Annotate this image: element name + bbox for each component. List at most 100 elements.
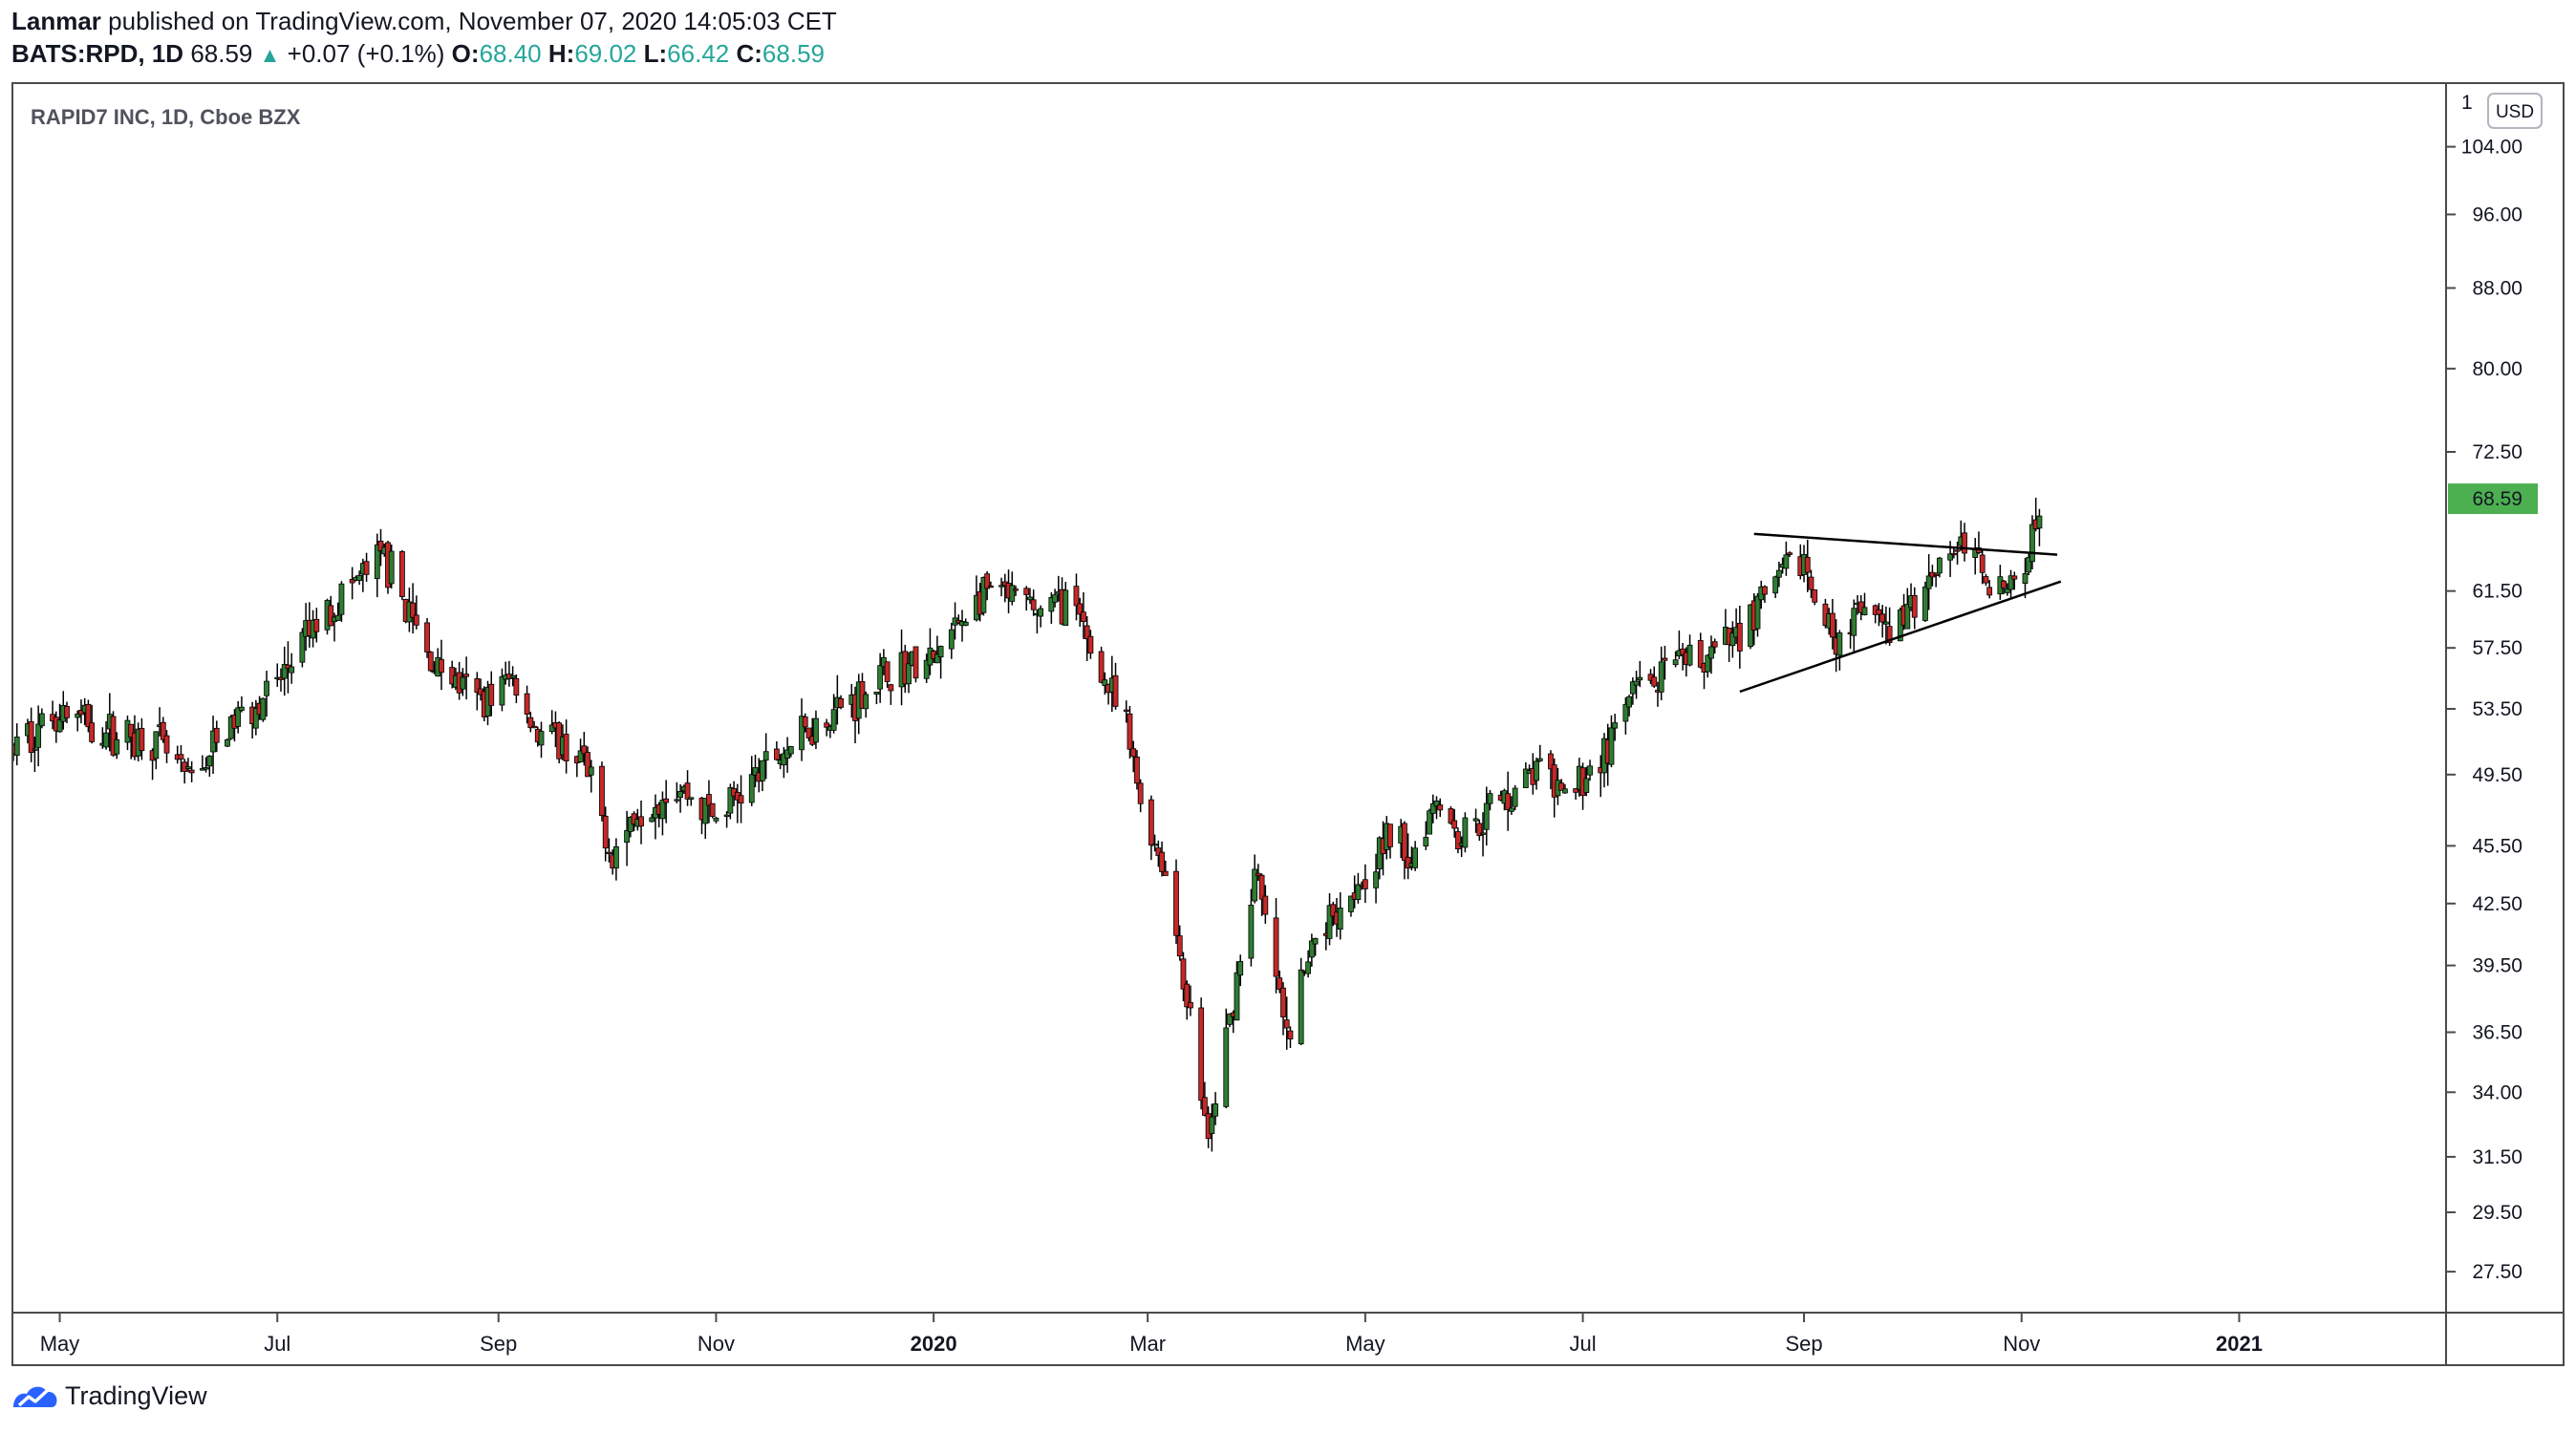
candle-up xyxy=(1672,659,1679,666)
candle-down xyxy=(1573,788,1579,793)
candle-up xyxy=(1754,595,1761,630)
candle-up xyxy=(225,738,230,747)
candle-up xyxy=(727,787,734,814)
candle-down xyxy=(1830,612,1835,638)
candle-up xyxy=(1904,604,1911,630)
candle-down xyxy=(1911,594,1918,618)
candle-down xyxy=(474,678,481,694)
candle-up xyxy=(1223,1027,1230,1107)
candle-up xyxy=(1472,818,1479,822)
candle-up xyxy=(460,676,466,690)
candle-up xyxy=(1608,727,1615,765)
candle-down xyxy=(1762,586,1768,595)
candle-up xyxy=(1312,937,1319,945)
candle-down xyxy=(884,661,891,682)
published-text: published on TradingView.com, November 0… xyxy=(108,7,837,35)
candle-up xyxy=(1509,807,1514,812)
candle-up xyxy=(1063,589,1069,627)
currency-badge[interactable]: USD xyxy=(2487,93,2543,129)
candle-down xyxy=(599,765,605,816)
brand-text: TradingView xyxy=(65,1381,207,1410)
candle-down xyxy=(427,652,434,672)
candle-up xyxy=(299,631,306,663)
candle-down xyxy=(1451,820,1458,829)
candle-up xyxy=(35,723,42,748)
candle-up xyxy=(1305,961,1312,974)
candle-up xyxy=(239,706,245,712)
chart-frame[interactable]: RAPID7 INC, 1D, Cboe BZX 104.00 96.00 88.0… xyxy=(11,82,2565,1366)
price-tick-label: 27.50 xyxy=(2472,1261,2522,1283)
candle-up xyxy=(1427,810,1432,835)
candle-up xyxy=(577,750,584,762)
candle-down xyxy=(1979,554,1986,573)
price-tick-label: 1 xyxy=(2461,92,2473,114)
price-tick-label: 29.50 xyxy=(2472,1202,2522,1224)
candle-down xyxy=(399,550,405,597)
candle-down xyxy=(513,677,520,696)
candle-up xyxy=(206,755,213,767)
candle-down xyxy=(1437,804,1444,811)
candle-up xyxy=(748,774,755,803)
price-tick-label: 31.50 xyxy=(2472,1146,2522,1168)
price-tick-label: 39.50 xyxy=(2472,955,2522,977)
candle-up xyxy=(2004,588,2010,593)
candle-up xyxy=(781,753,787,766)
candle-up xyxy=(1483,802,1490,830)
footer-brand[interactable]: TradingView xyxy=(11,1381,207,1411)
publisher-name[interactable]: Lanmar xyxy=(11,7,101,35)
price-axis[interactable]: 104.00 96.00 88.00 80.00 72.50 61.50 57.50 53.5… xyxy=(2446,92,2522,1283)
price-tick-label: 72.50 xyxy=(2472,441,2522,463)
candle-up xyxy=(1776,569,1782,578)
candle-up xyxy=(1583,778,1590,794)
candle-down xyxy=(1030,599,1037,610)
candle-down xyxy=(838,697,844,708)
price-tick-label: 104.00 xyxy=(2461,137,2522,159)
candle-up xyxy=(203,767,209,770)
candle-up xyxy=(934,653,940,664)
candle-up xyxy=(1480,832,1486,835)
candle-down xyxy=(1879,613,1886,623)
time-axis[interactable]: May Jul Sep Nov 2020 Mar May Jul Sep Nov 2021 xyxy=(40,1313,2263,1356)
candle-up xyxy=(13,737,20,757)
time-tick-label: May xyxy=(40,1332,80,1356)
time-tick-label: Nov xyxy=(698,1332,735,1356)
candle-down xyxy=(1188,1001,1193,1009)
candle-up xyxy=(2022,573,2029,585)
candle-up xyxy=(1882,621,1889,625)
candle-up xyxy=(1213,1103,1218,1117)
candle-up xyxy=(799,716,805,751)
candle-down xyxy=(110,716,117,756)
candle-down xyxy=(463,674,470,677)
candle-down xyxy=(638,816,644,827)
trendlines-layer xyxy=(1739,532,2062,694)
candle-up xyxy=(830,709,837,731)
candle-down xyxy=(1448,808,1454,824)
trendline xyxy=(1739,580,2062,694)
candle-down xyxy=(585,752,590,778)
candle-up xyxy=(1925,575,1932,589)
candle-up xyxy=(1227,1013,1233,1025)
candle-up xyxy=(185,766,191,770)
candle-down xyxy=(1176,935,1183,957)
candle-down xyxy=(1173,870,1179,936)
candle-up xyxy=(356,574,363,581)
price-badge-box xyxy=(2448,483,2538,515)
candle-up xyxy=(1705,654,1711,673)
candle-down xyxy=(85,703,92,728)
candle-down xyxy=(1387,823,1393,847)
high-label: H: xyxy=(547,39,575,68)
candle-up xyxy=(1248,905,1255,959)
candle-down xyxy=(1148,799,1154,846)
candle-up xyxy=(264,680,269,696)
price-chart[interactable]: RAPID7 INC, 1D, Cboe BZX 104.00 96.00 88.0… xyxy=(13,84,2563,1364)
candle-up xyxy=(674,799,680,802)
candle-down xyxy=(581,745,588,755)
candle-up xyxy=(2007,575,2014,590)
candle-up xyxy=(1633,680,1640,686)
candle-down xyxy=(363,561,370,575)
candle-down xyxy=(160,721,166,740)
candle-down xyxy=(128,723,135,738)
candle-up xyxy=(877,665,884,690)
candle-down xyxy=(1651,676,1658,687)
candle-up xyxy=(1626,695,1633,708)
